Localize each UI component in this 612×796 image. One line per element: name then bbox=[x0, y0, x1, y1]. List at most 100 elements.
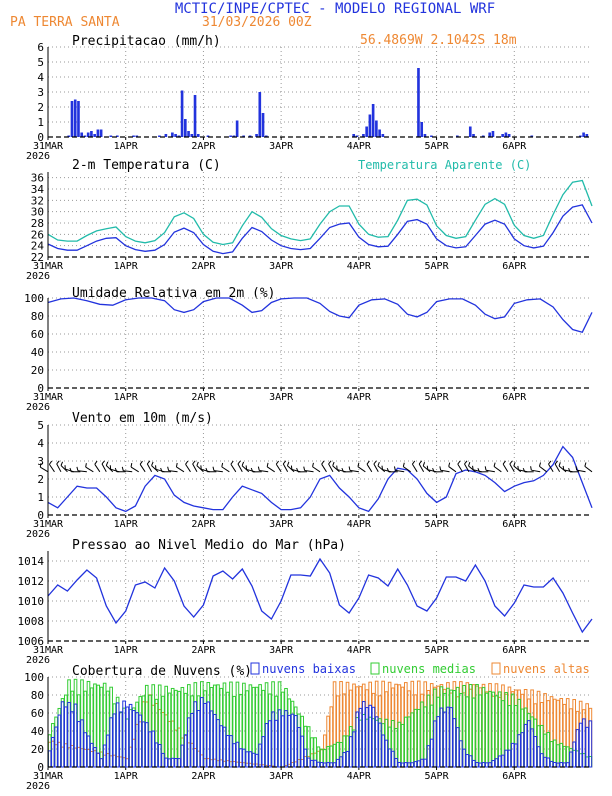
wind-barb bbox=[539, 466, 546, 471]
cloud-bar-nuvens-baixas bbox=[392, 751, 395, 767]
precip-xtick-year: 2026 bbox=[26, 151, 50, 162]
precip-xtick-label: 4APR bbox=[347, 141, 372, 152]
cloud-bar-nuvens-medias bbox=[411, 713, 414, 767]
cloud-bar-nuvens-baixas bbox=[447, 707, 450, 767]
pres-xtick-label: 1APR bbox=[114, 645, 139, 656]
cloud-bar-nuvens-baixas bbox=[417, 761, 420, 767]
precip-bar bbox=[420, 122, 423, 137]
cloud-bar-nuvens-baixas bbox=[68, 703, 71, 767]
cloud-bar-nuvens-baixas bbox=[421, 759, 424, 767]
wind-barb-flag bbox=[423, 462, 424, 466]
precip-bar bbox=[184, 119, 187, 137]
cloud-bar-nuvens-medias bbox=[485, 693, 488, 767]
cloud-bar-nuvens-baixas bbox=[482, 763, 485, 767]
wind-barb-flag bbox=[131, 463, 132, 467]
wind-barb bbox=[329, 464, 333, 472]
cloud-bar-nuvens-baixas bbox=[544, 757, 547, 767]
cloud-bar-nuvens-baixas bbox=[120, 712, 123, 767]
pres-xtick-label: 5APR bbox=[425, 645, 450, 656]
rh-xtick-label: 6APR bbox=[502, 392, 527, 403]
precip-ytick-label: 6 bbox=[37, 41, 44, 54]
cloud-bar-nuvens-baixas bbox=[103, 745, 106, 767]
wind-barb-flag bbox=[193, 461, 196, 464]
wind-barb-flag bbox=[152, 462, 154, 466]
cloud-bar-nuvens-baixas bbox=[469, 756, 472, 767]
wind-barb-flag bbox=[514, 462, 515, 466]
precip-bar bbox=[197, 134, 200, 137]
cloud-bar-nuvens-baixas bbox=[453, 719, 456, 767]
precip-bar bbox=[236, 121, 239, 138]
cloud-bar-nuvens-baixas bbox=[511, 743, 514, 767]
rh-ytick-label: 80 bbox=[31, 310, 44, 323]
cloud-xtick-label: 2APR bbox=[191, 771, 216, 782]
wind-barb-flag bbox=[473, 466, 474, 470]
cloud-bar-nuvens-baixas bbox=[327, 763, 330, 767]
cloud-bar-nuvens-baixas bbox=[586, 727, 589, 767]
wind-barb-flag bbox=[57, 461, 60, 464]
wind-barb-flag bbox=[349, 467, 350, 471]
cloud-bar-nuvens-medias bbox=[401, 724, 404, 767]
cloud-bar-nuvens-medias bbox=[175, 690, 178, 767]
cloud-bar-nuvens-baixas bbox=[48, 751, 51, 767]
cloud-xtick-year: 2026 bbox=[26, 781, 50, 792]
wind-barb bbox=[283, 464, 287, 472]
cloud-bar-nuvens-baixas bbox=[531, 729, 534, 767]
wind-barb bbox=[585, 466, 592, 471]
cloud-bar-nuvens-baixas bbox=[579, 723, 582, 767]
cloud-bar-nuvens-baixas bbox=[97, 753, 100, 767]
temp-xtick-label: 2APR bbox=[191, 261, 216, 272]
wind-barb-flag bbox=[122, 467, 123, 471]
wind-barb bbox=[57, 464, 61, 472]
wind-barb-flag bbox=[403, 463, 404, 467]
wind-barb-flag bbox=[61, 462, 63, 466]
cloud-bar-nuvens-baixas bbox=[145, 723, 148, 767]
cloud-bar-nuvens-baixas bbox=[239, 749, 242, 767]
wind-barb bbox=[106, 466, 112, 472]
wind-barb bbox=[86, 467, 94, 472]
wind-barb-flag bbox=[427, 466, 428, 470]
cloud-bar-nuvens-baixas bbox=[113, 714, 116, 767]
cloud-bar-nuvens-baixas bbox=[524, 724, 527, 767]
precip-ytick-label: 3 bbox=[37, 86, 44, 99]
temp-panel-title: 2-m Temperatura (C) bbox=[72, 158, 221, 173]
cloud-bar-nuvens-medias bbox=[472, 698, 475, 767]
cloud-bar-nuvens-baixas bbox=[155, 743, 158, 767]
cloud-bar-nuvens-baixas bbox=[550, 761, 553, 767]
wind-barb bbox=[494, 466, 501, 471]
cloud-bar-nuvens-medias bbox=[168, 693, 171, 767]
temp-xtick-label: 1APR bbox=[114, 261, 139, 272]
cloud-bar-nuvens-baixas bbox=[395, 758, 398, 767]
cloud-bar-nuvens-baixas bbox=[246, 752, 249, 767]
wind-barb-flag bbox=[213, 467, 214, 471]
cloud-bar-nuvens-baixas bbox=[197, 711, 200, 767]
wind-barb-flag bbox=[186, 461, 188, 464]
legend-swatch-baixas bbox=[251, 663, 259, 674]
cloud-bar-nuvens-baixas bbox=[576, 730, 579, 767]
cloud-bar-nuvens-medias bbox=[421, 702, 424, 767]
cloud-bar-nuvens-baixas bbox=[230, 736, 233, 767]
cloud-bar-nuvens-baixas bbox=[64, 707, 67, 767]
temp-ytick-label: 24 bbox=[31, 240, 45, 253]
cloud-bar-nuvens-baixas bbox=[165, 758, 168, 767]
temp-ytick-label: 30 bbox=[31, 206, 44, 219]
wind-barb-flag bbox=[531, 466, 532, 470]
precip-bar bbox=[229, 136, 232, 138]
cloud-bar-nuvens-medias bbox=[165, 686, 168, 767]
cloud-bar-nuvens-baixas bbox=[314, 760, 317, 767]
cloud-bar-nuvens-baixas bbox=[583, 719, 586, 767]
precip-bar bbox=[100, 130, 103, 138]
wind-barb-flag bbox=[197, 462, 198, 466]
run-date-label: 31/03/2026 00Z bbox=[202, 15, 312, 30]
precip-bar bbox=[110, 136, 113, 138]
wind-barb-flag bbox=[518, 466, 519, 470]
wind-barb bbox=[559, 466, 566, 472]
precip-bar bbox=[262, 113, 265, 137]
wind-barb bbox=[276, 464, 281, 472]
cloud-bar-nuvens-baixas bbox=[547, 758, 550, 767]
precip-bar bbox=[187, 131, 190, 137]
precip-bar bbox=[171, 133, 174, 138]
cloud-bar-nuvens-baixas bbox=[349, 737, 352, 767]
